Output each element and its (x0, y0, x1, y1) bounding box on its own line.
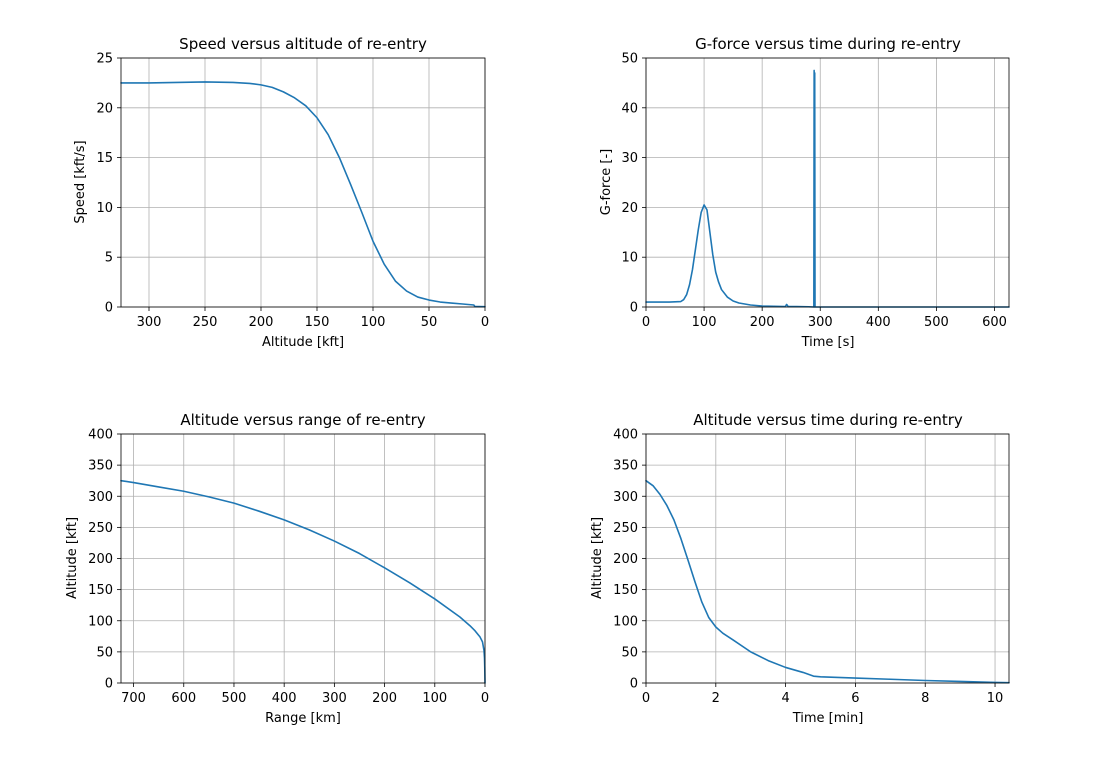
x-tick-label: 0 (642, 691, 650, 706)
y-tick-label: 0 (630, 677, 638, 692)
y-tick-label: 250 (613, 521, 638, 536)
y-tick-label: 10 (96, 201, 113, 216)
x-tick-label: 200 (249, 315, 274, 330)
x-tick-label: 50 (421, 315, 438, 330)
series-line (120, 81, 486, 308)
x-tick-label: 400 (272, 691, 297, 706)
x-tick-label: 0 (481, 315, 489, 330)
y-tick-label: 25 (96, 52, 113, 67)
series-layer (645, 479, 1010, 684)
series-layer (120, 479, 486, 684)
x-tick-label: 100 (361, 315, 386, 330)
y-tick-label: 30 (621, 151, 638, 166)
x-axis-label: Altitude [kft] (262, 335, 344, 350)
y-tick-label: 250 (88, 521, 113, 536)
axes-frame (120, 57, 486, 308)
chart-title: G-force versus time during re-entry (695, 35, 961, 53)
y-tick-label: 350 (88, 459, 113, 474)
chart-title: Altitude versus time during re-entry (693, 411, 963, 429)
x-tick-label: 600 (982, 315, 1007, 330)
x-tick-label: 500 (222, 691, 247, 706)
x-tick-label: 6 (851, 691, 859, 706)
x-tick-label: 300 (137, 315, 162, 330)
x-tick-label: 300 (322, 691, 347, 706)
y-tick-label: 100 (88, 614, 113, 629)
x-axis-label: Time [s] (801, 335, 855, 350)
series-layer (120, 81, 486, 308)
y-tick-label: 20 (621, 201, 638, 216)
x-tick-label: 4 (781, 691, 789, 706)
x-axis-label: Time [min] (792, 711, 864, 726)
x-axis-label: Range [km] (265, 711, 341, 726)
y-tick-label: 0 (105, 301, 113, 316)
y-tick-label: 20 (96, 101, 113, 116)
x-tick-label: 150 (305, 315, 330, 330)
x-tick-label: 200 (372, 691, 397, 706)
y-tick-label: 50 (621, 645, 638, 660)
y-tick-label: 50 (96, 645, 113, 660)
y-tick-label: 50 (621, 52, 638, 67)
series-line (645, 69, 1010, 308)
subplot-gforce-vs-time: 0 100 200 300 400 500 600 0 10 20 30 40 50 G-force v… (599, 35, 1010, 350)
subplot-altitude-vs-range: 700 600 500 400 300 200 100 0 0 50 100 150 200 250 300… (65, 411, 489, 726)
ticks: 300 250 200 150 100 50 0 0 5 10 15 20 25 (96, 52, 489, 331)
x-tick-label: 700 (121, 691, 146, 706)
y-tick-label: 300 (88, 490, 113, 505)
ticks: 700 600 500 400 300 200 100 0 0 50 100 150 200 250 300… (88, 428, 489, 707)
x-tick-label: 2 (712, 691, 720, 706)
x-tick-label: 0 (642, 315, 650, 330)
y-axis-label: Speed [kft/s] (73, 140, 88, 223)
x-tick-label: 500 (924, 315, 949, 330)
y-tick-label: 0 (105, 677, 113, 692)
y-tick-label: 350 (613, 459, 638, 474)
axes-frame (645, 57, 1010, 308)
y-tick-label: 150 (88, 583, 113, 598)
x-tick-label: 0 (481, 691, 489, 706)
chart-title: Altitude versus range of re-entry (180, 411, 425, 429)
x-tick-label: 100 (422, 691, 447, 706)
y-axis-label: Altitude [kft] (590, 517, 605, 599)
y-tick-label: 200 (88, 552, 113, 567)
y-axis-label: Altitude [kft] (65, 517, 80, 599)
y-axis-label: G-force [-] (599, 149, 614, 215)
y-tick-label: 400 (88, 428, 113, 443)
y-tick-label: 10 (621, 251, 638, 266)
y-tick-label: 0 (630, 301, 638, 316)
x-tick-label: 10 (987, 691, 1004, 706)
ticks: 0 100 200 300 400 500 600 0 10 20 30 40 50 (621, 52, 1006, 331)
y-tick-label: 300 (613, 490, 638, 505)
y-tick-label: 150 (613, 583, 638, 598)
y-tick-label: 15 (96, 151, 113, 166)
x-tick-label: 300 (808, 315, 833, 330)
x-tick-label: 600 (171, 691, 196, 706)
subplot-speed-vs-altitude: 300 250 200 150 100 50 0 0 5 10 15 20 25 Speed versu… (73, 35, 489, 350)
series-line (645, 479, 1010, 684)
series-line (120, 479, 486, 684)
y-tick-label: 200 (613, 552, 638, 567)
series-layer (645, 69, 1010, 308)
y-tick-label: 400 (613, 428, 638, 443)
x-tick-label: 8 (921, 691, 929, 706)
y-tick-label: 100 (613, 614, 638, 629)
y-tick-label: 5 (105, 251, 113, 266)
x-tick-label: 100 (692, 315, 717, 330)
chart-title: Speed versus altitude of re-entry (179, 35, 427, 53)
x-tick-label: 250 (193, 315, 218, 330)
y-tick-label: 40 (621, 101, 638, 116)
x-tick-label: 400 (866, 315, 891, 330)
x-tick-label: 200 (750, 315, 775, 330)
